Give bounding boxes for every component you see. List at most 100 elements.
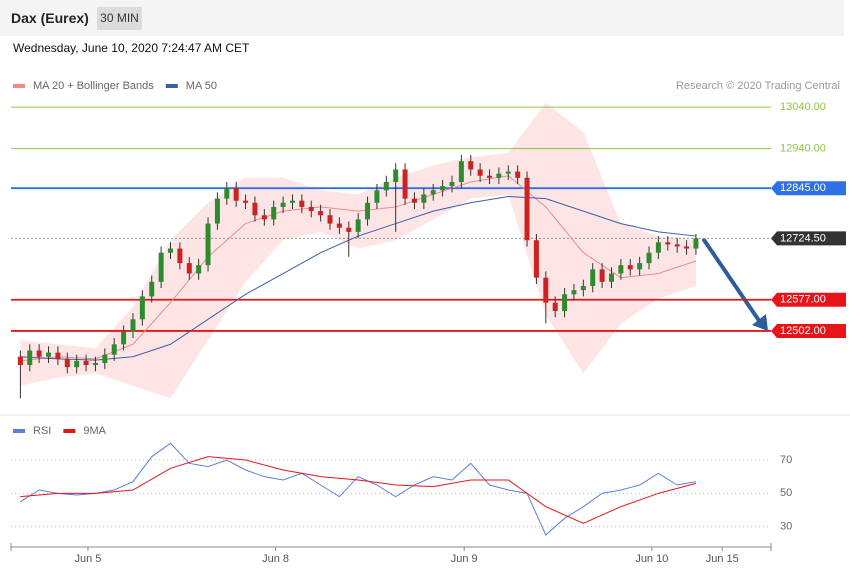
candle-body: [214, 198, 220, 224]
candle-body: [46, 352, 52, 357]
candle-body: [308, 206, 314, 212]
candle-body: [468, 161, 474, 170]
legend-swatch: [63, 429, 76, 433]
candle-body: [205, 223, 211, 266]
candle-body: [55, 352, 61, 359]
level-label-box: [771, 181, 846, 196]
candle-body: [458, 161, 464, 182]
candle-body: [590, 269, 596, 286]
candle-body: [177, 248, 183, 264]
candle-body: [693, 238, 699, 249]
x-tick-label: Jun 5: [74, 553, 101, 565]
legend-label: 9MA: [83, 425, 106, 437]
candle-body: [477, 169, 483, 176]
candle-body: [580, 285, 586, 291]
candle-body: [252, 202, 258, 216]
candle-body: [684, 246, 690, 249]
candle-body: [646, 252, 652, 264]
legend-label: MA 20 + Bollinger Bands: [33, 80, 154, 92]
legend-label: RSI: [33, 425, 51, 437]
candle-body: [336, 223, 342, 228]
candle-body: [571, 290, 577, 295]
candle-body: [430, 190, 436, 195]
candle-body: [27, 350, 33, 366]
candle-body: [496, 173, 502, 178]
candle-body: [92, 362, 98, 366]
candle-body: [524, 177, 530, 241]
candle-body: [411, 198, 417, 203]
level-label-box: [771, 231, 846, 246]
candle-body: [196, 265, 202, 274]
candle-body: [168, 248, 174, 253]
legend-swatch: [165, 84, 178, 88]
candle-body: [365, 202, 371, 220]
moving-average-line: [20, 175, 697, 362]
candle-body: [674, 244, 680, 247]
candle-body: [289, 200, 295, 203]
level-label: 12577.00: [780, 294, 826, 306]
candle-body: [562, 294, 568, 311]
candle-body: [36, 350, 42, 357]
candle-body: [280, 202, 286, 207]
indicator-line: [20, 442, 697, 536]
candle-body: [449, 181, 455, 187]
candle-body: [552, 302, 558, 311]
candle-body: [261, 215, 267, 220]
candle-body: [515, 171, 521, 178]
level-label: 12502.00: [780, 325, 826, 337]
candle-body: [440, 186, 446, 191]
y-tick-label: 30: [780, 521, 792, 533]
candle-body: [299, 200, 305, 207]
legend-swatch: [13, 429, 25, 433]
candle-body: [64, 358, 70, 368]
candle-body: [186, 263, 192, 274]
candle-body: [665, 242, 671, 245]
candle-body: [655, 242, 661, 253]
candle-body: [74, 360, 80, 368]
candle-body: [355, 219, 361, 232]
candle-body: [111, 344, 117, 355]
y-tick-label: 50: [780, 487, 792, 499]
candle-body: [318, 211, 324, 216]
candle-body: [83, 360, 89, 366]
candle-body: [393, 169, 399, 182]
level-label: 12724.50: [780, 232, 826, 244]
candle-body: [243, 200, 249, 203]
candle-body: [402, 169, 408, 199]
level-label: 13040.00: [780, 101, 826, 113]
credit: Research © 2020 Trading Central: [676, 80, 840, 92]
candle-body: [608, 273, 614, 282]
level-label-box: [771, 323, 846, 338]
candle-body: [618, 265, 624, 274]
candle-body: [505, 171, 511, 174]
candle-body: [543, 277, 549, 303]
legend-swatch: [13, 84, 25, 88]
timestamp: Wednesday, June 10, 2020 7:24:47 AM CET: [13, 41, 250, 55]
candle-body: [421, 194, 427, 203]
interval-button[interactable]: 30 MIN: [97, 7, 142, 30]
candle-body: [383, 181, 389, 191]
x-tick-label: Jun 10: [635, 553, 668, 565]
candle-body: [139, 296, 145, 320]
candle-body: [374, 190, 380, 203]
candle-body: [327, 215, 333, 224]
y-tick-label: 70: [780, 454, 792, 466]
candle-body: [346, 227, 352, 232]
candle-body: [627, 265, 633, 270]
candle-body: [637, 263, 643, 270]
candle-body: [533, 240, 539, 278]
level-label: 12940.00: [780, 143, 826, 155]
candle-body: [121, 331, 127, 345]
candle-body: [233, 188, 239, 201]
x-tick-label: Jun 8: [262, 553, 289, 565]
candle-body: [102, 354, 108, 363]
x-tick-label: Jun 9: [451, 553, 478, 565]
candle-body: [17, 356, 23, 366]
candle-body: [158, 252, 164, 282]
level-label-box: [771, 292, 846, 307]
x-tick-label: Jun 15: [706, 553, 739, 565]
indicator-line: [20, 456, 697, 524]
candle-body: [599, 269, 605, 282]
